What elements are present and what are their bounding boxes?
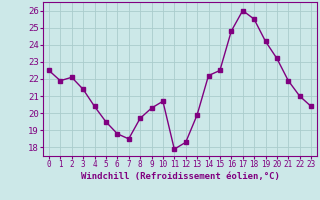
X-axis label: Windchill (Refroidissement éolien,°C): Windchill (Refroidissement éolien,°C) xyxy=(81,172,279,181)
